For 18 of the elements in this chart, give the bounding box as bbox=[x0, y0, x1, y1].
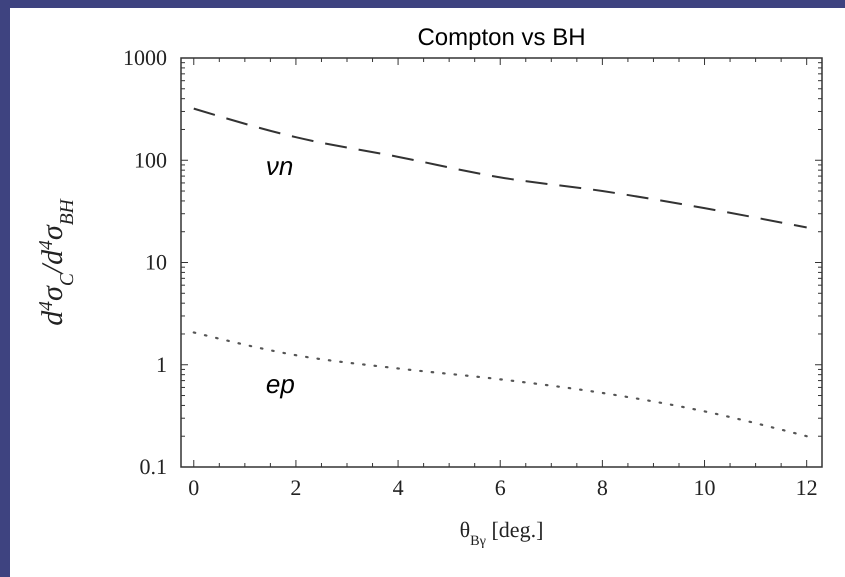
y-tick-label: 0.1 bbox=[140, 454, 167, 479]
y-tick-label: 1000 bbox=[123, 45, 167, 70]
x-tick-label: 10 bbox=[694, 475, 716, 500]
x-tick-label: 2 bbox=[290, 475, 302, 500]
series-label: ep bbox=[266, 369, 295, 400]
y-tick-label: 10 bbox=[145, 250, 167, 274]
x-tick-label: 8 bbox=[596, 475, 608, 500]
line-series bbox=[192, 108, 808, 228]
series-label: νn bbox=[266, 151, 294, 182]
x-tick-label: 0 bbox=[188, 475, 200, 500]
x-tick-label: 12 bbox=[796, 475, 818, 500]
x-axis-title: θ$_{Bγ}$ [deg.] bbox=[460, 517, 544, 549]
x-tick-label: 6 bbox=[494, 475, 506, 500]
line-series bbox=[192, 331, 808, 438]
y-tick-label: 100 bbox=[134, 147, 167, 172]
x-tick-label: 4 bbox=[392, 475, 404, 500]
y-tick-label: 1 bbox=[156, 352, 167, 377]
chart-title: Compton vs BH bbox=[417, 24, 586, 51]
